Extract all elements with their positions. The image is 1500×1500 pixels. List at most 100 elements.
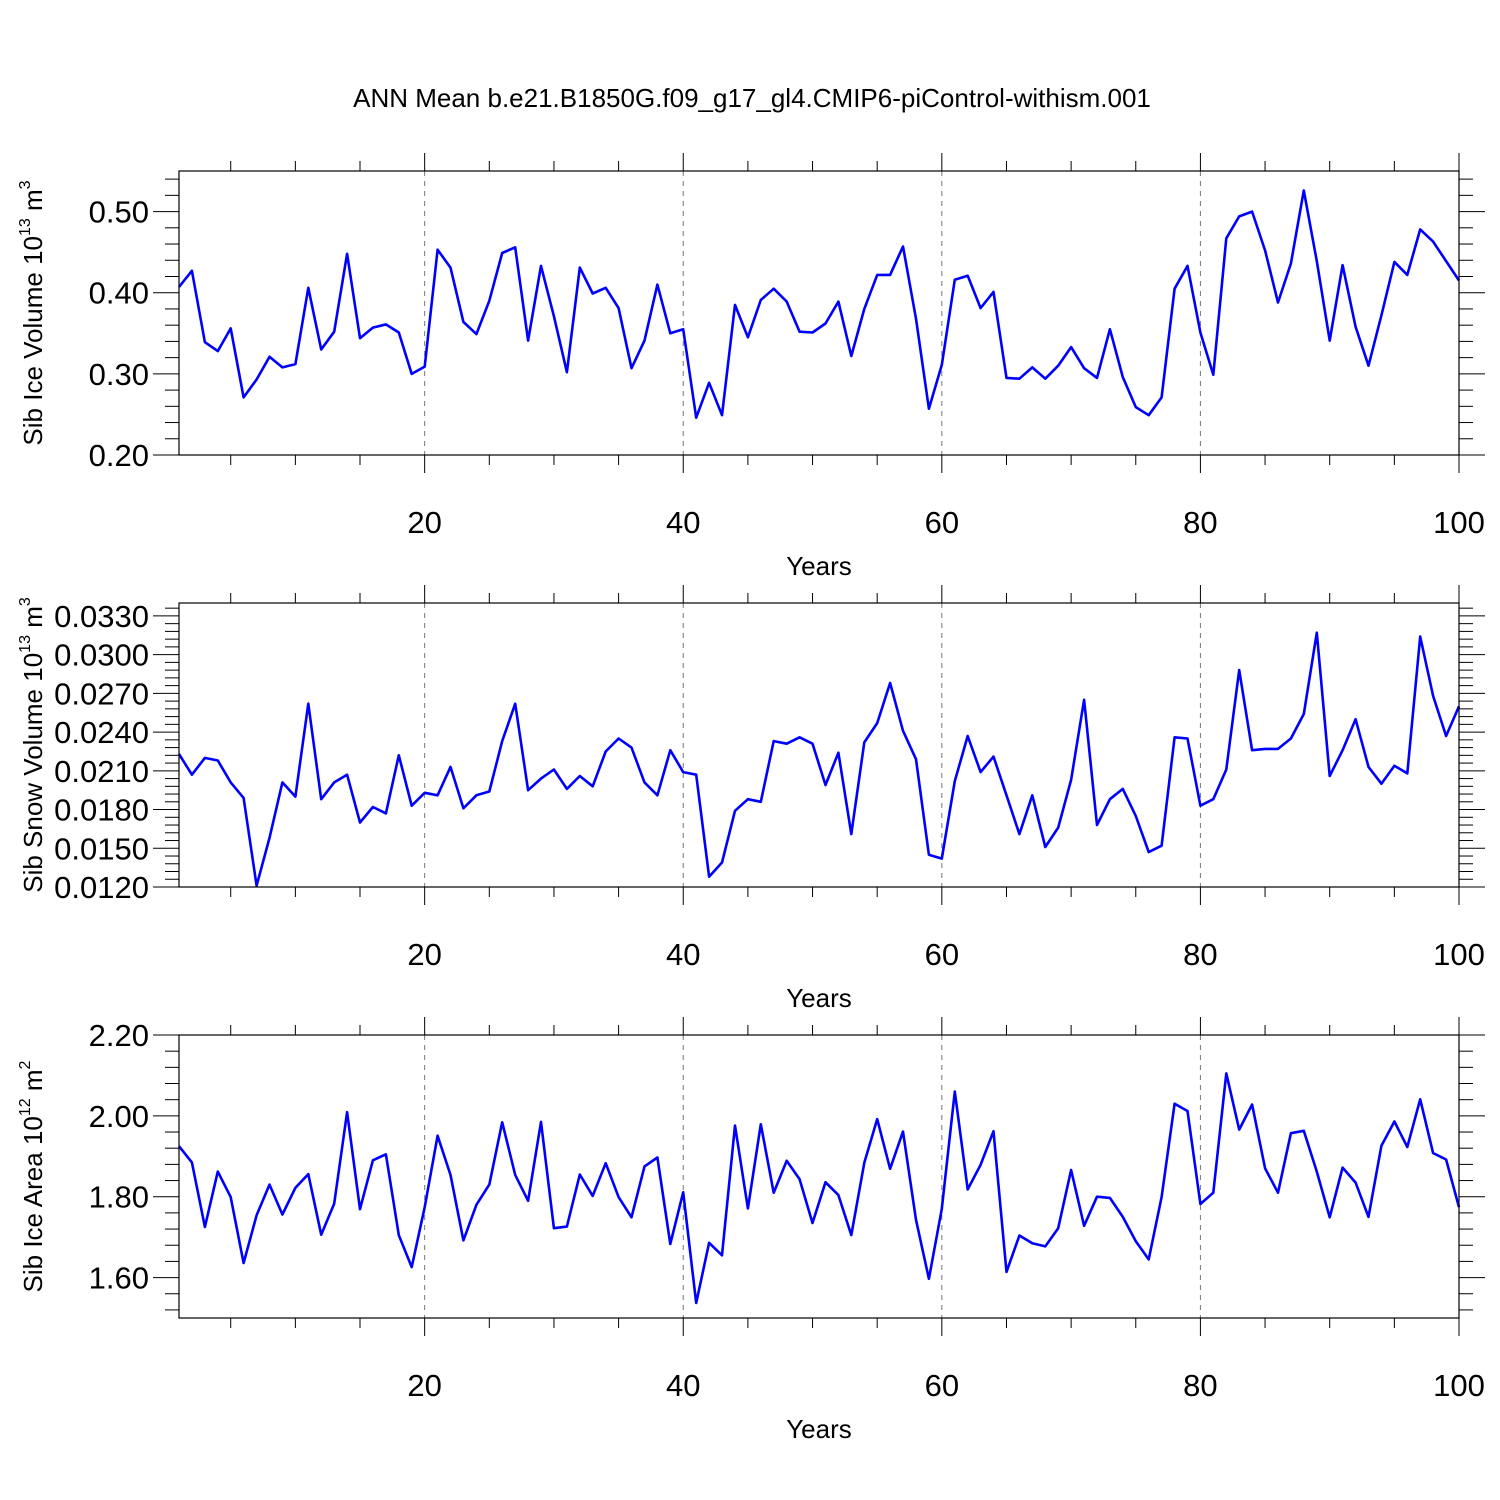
data-point xyxy=(1057,826,1059,828)
data-point xyxy=(798,1178,800,1180)
y-axis-label-part: Sib Ice Area 10 xyxy=(18,1116,48,1292)
data-point xyxy=(1173,736,1175,738)
data-point xyxy=(786,743,788,745)
data-point xyxy=(1277,748,1279,750)
data-point xyxy=(1316,1170,1318,1172)
data-point xyxy=(734,304,736,306)
data-point xyxy=(1225,1072,1227,1074)
x-tick-label: 80 xyxy=(1183,505,1217,540)
data-point xyxy=(721,1254,723,1256)
data-point xyxy=(1160,1196,1162,1198)
data-point xyxy=(204,341,206,343)
y-tick-label: 0.0300 xyxy=(54,638,149,673)
y-tick-label: 0.0150 xyxy=(54,831,149,866)
data-point xyxy=(1445,260,1447,262)
y-axis-label-exponent: 12 xyxy=(17,1098,34,1116)
data-point xyxy=(1251,749,1253,751)
data-point xyxy=(462,807,464,809)
y-tick-label: 1.80 xyxy=(89,1180,149,1215)
y-axis-label-part: Sib Snow Volume 10 xyxy=(18,653,48,893)
y-tick-label: 0.20 xyxy=(89,438,149,473)
data-point xyxy=(902,730,904,732)
y-axis-label-exponent: 2 xyxy=(17,1060,34,1069)
data-point xyxy=(579,266,581,268)
data-point xyxy=(320,1234,322,1236)
data-point xyxy=(979,771,981,773)
data-point xyxy=(682,328,684,330)
data-point xyxy=(398,331,400,333)
data-point xyxy=(734,810,736,812)
data-point xyxy=(527,1200,529,1202)
data-point xyxy=(798,736,800,738)
panel-1: 0.20 0.30 0.40 0.50 20 40 60 80 100 Years Sib Ice … xyxy=(17,153,1485,581)
data-point xyxy=(501,1121,503,1123)
data-point xyxy=(760,801,762,803)
data-point xyxy=(1083,1225,1085,1227)
y-axis-label-part: m xyxy=(18,189,48,218)
data-point xyxy=(462,1239,464,1241)
data-point xyxy=(398,1234,400,1236)
data-point xyxy=(915,318,917,320)
x-tick-label: 80 xyxy=(1183,937,1217,972)
data-point xyxy=(566,788,568,790)
data-point xyxy=(1005,377,1007,379)
data-point xyxy=(281,1213,283,1215)
data-point xyxy=(1070,1169,1072,1171)
data-point xyxy=(954,780,956,782)
data-point xyxy=(617,1196,619,1198)
data-point xyxy=(773,1192,775,1194)
data-point xyxy=(398,754,400,756)
data-point xyxy=(320,348,322,350)
data-point xyxy=(385,812,387,814)
data-point xyxy=(643,339,645,341)
data-point xyxy=(1277,301,1279,303)
data-point xyxy=(1419,228,1421,230)
data-point xyxy=(1238,215,1240,217)
plot-frame xyxy=(178,170,1460,456)
data-point xyxy=(695,417,697,419)
data-point xyxy=(359,337,361,339)
data-point xyxy=(1005,1271,1007,1273)
data-point xyxy=(967,735,969,737)
data-point xyxy=(307,287,309,289)
data-point xyxy=(1238,669,1240,671)
data-point xyxy=(1186,737,1188,739)
data-point xyxy=(1109,328,1111,330)
data-point xyxy=(837,300,839,302)
data-point xyxy=(1173,1103,1175,1105)
data-point xyxy=(1264,1167,1266,1169)
data-point xyxy=(294,363,296,365)
data-point xyxy=(889,682,891,684)
data-point xyxy=(863,741,865,743)
data-point xyxy=(656,283,658,285)
data-point xyxy=(1432,240,1434,242)
data-point xyxy=(811,331,813,333)
x-tick-label: 60 xyxy=(925,505,959,540)
data-point xyxy=(1031,366,1033,368)
data-point xyxy=(501,252,503,254)
data-point xyxy=(579,1173,581,1175)
y-tick-label: 0.30 xyxy=(89,357,149,392)
data-point xyxy=(773,288,775,290)
x-axis-label: Years xyxy=(786,551,852,581)
data-point xyxy=(941,1208,943,1210)
data-point xyxy=(798,331,800,333)
data-point xyxy=(682,1191,684,1193)
data-point xyxy=(1160,845,1162,847)
data-point xyxy=(1367,365,1369,367)
data-point xyxy=(734,1124,736,1126)
y-tick-label: 2.00 xyxy=(89,1099,149,1134)
data-point xyxy=(1199,331,1201,333)
data-point xyxy=(1354,1181,1356,1183)
data-point xyxy=(928,854,930,856)
data-point xyxy=(1393,261,1395,263)
data-point xyxy=(230,327,232,329)
data-point xyxy=(1406,1146,1408,1148)
data-point xyxy=(242,396,244,398)
data-point xyxy=(307,1173,309,1175)
data-point xyxy=(514,246,516,248)
data-point xyxy=(1290,1132,1292,1134)
data-point xyxy=(475,333,477,335)
data-point xyxy=(876,1118,878,1120)
